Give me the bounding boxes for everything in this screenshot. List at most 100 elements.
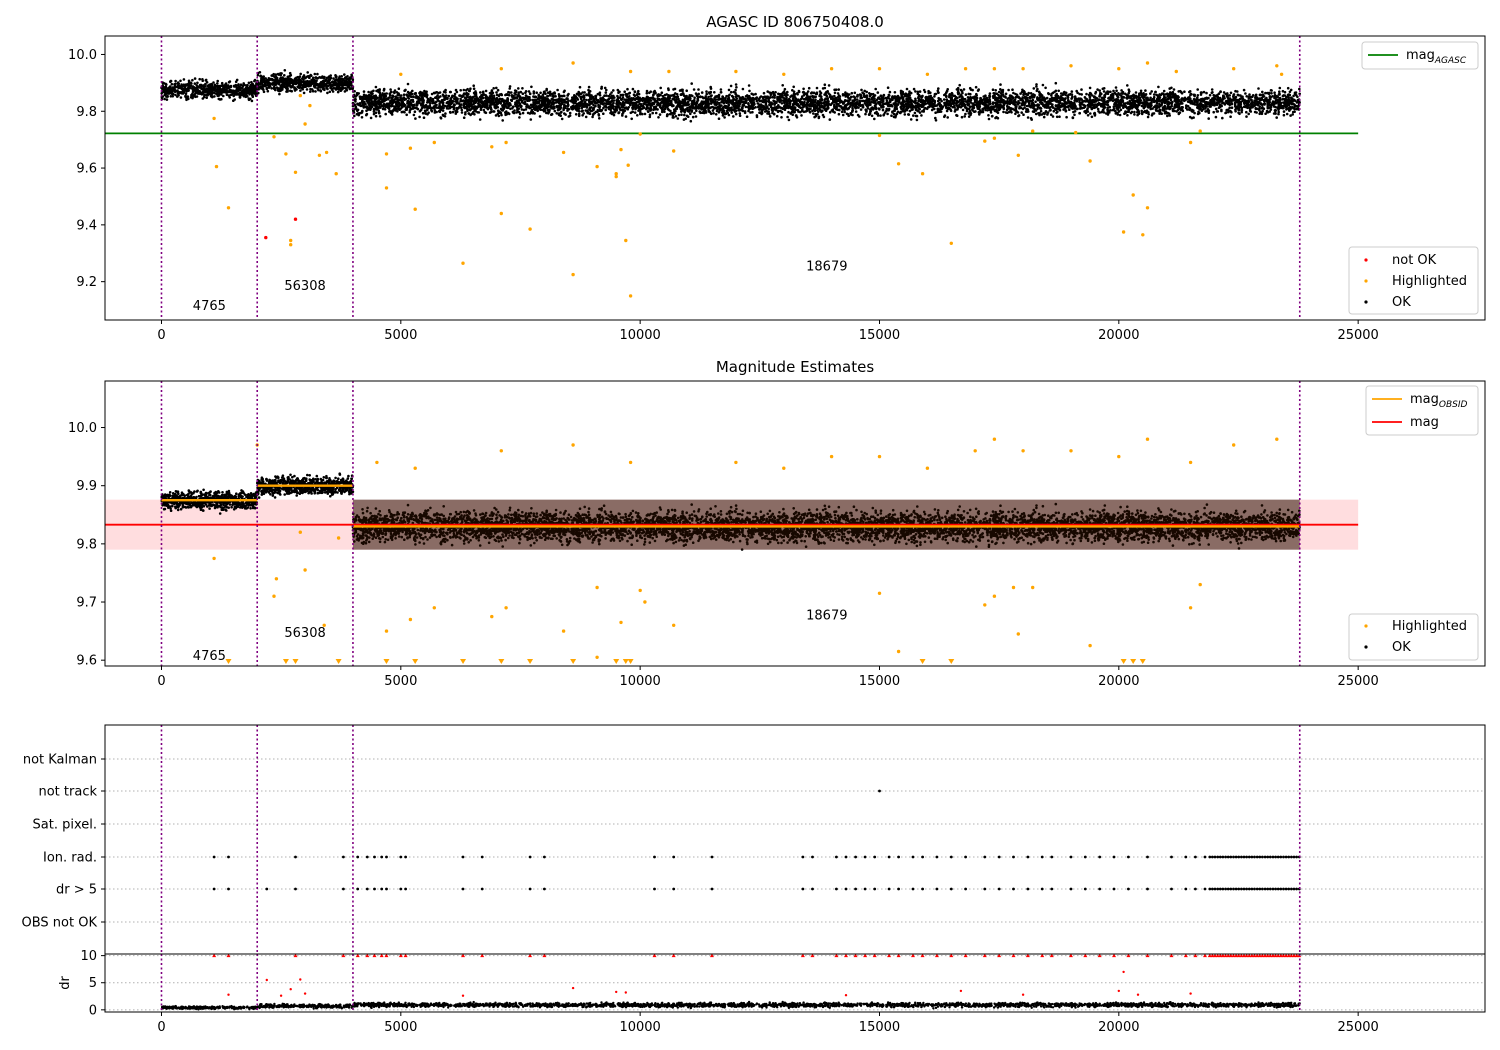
ok-point (1126, 84, 1129, 87)
ok-point (1036, 96, 1039, 99)
ok-point (1044, 111, 1047, 114)
ok-point (735, 86, 738, 89)
ok-point (205, 96, 208, 99)
ok-point (648, 91, 651, 95)
ok-point (591, 115, 594, 119)
ok-point (546, 94, 550, 98)
ok-point (182, 78, 186, 81)
ok-point (695, 101, 699, 105)
ok-point (209, 88, 213, 91)
ok-point (965, 109, 969, 113)
ok-point (580, 110, 584, 113)
x-tick-label: 15000 (859, 328, 900, 343)
ok-point (663, 93, 667, 97)
ok-point (1072, 110, 1075, 114)
ok-point (689, 112, 692, 116)
ok-point (1205, 91, 1208, 95)
ok-point (840, 110, 844, 114)
ok-point (204, 79, 208, 82)
ok-point (334, 82, 338, 86)
agasc-magnitude-panel: AGASC ID 806750408.0 9.29.49.69.810.00 50… (68, 13, 1486, 343)
ok-point (285, 87, 289, 90)
ok-point (583, 91, 586, 94)
ok-point (242, 93, 246, 97)
ok-point (365, 113, 368, 117)
ok-point (263, 83, 267, 86)
ok-point (406, 82, 410, 86)
ok-point (922, 110, 925, 113)
ok-point (563, 89, 566, 93)
ok-point (515, 99, 519, 102)
ok-point (194, 91, 198, 94)
ok-point (246, 83, 249, 87)
ok-point (755, 114, 759, 117)
ok-point (179, 79, 182, 83)
ok-point (1090, 115, 1094, 119)
ok-point (339, 89, 343, 92)
ok-point (961, 108, 965, 112)
ok-point (1221, 101, 1224, 105)
ok-point (172, 87, 176, 91)
ok-point (253, 89, 256, 92)
ok-point (738, 114, 742, 117)
ok-point (1208, 93, 1212, 97)
ok-point (1228, 94, 1231, 97)
ok-point (337, 78, 341, 81)
ok-point (250, 92, 254, 96)
ok-point (734, 83, 738, 86)
ok-point (815, 86, 819, 90)
ok-point (855, 98, 859, 101)
ok-point (283, 69, 287, 72)
ok-point (176, 89, 179, 92)
ok-point (340, 83, 343, 87)
x-tick-label: 5000 (384, 328, 417, 343)
ok-point (163, 90, 167, 93)
ok-point (741, 87, 745, 91)
ok-point (568, 111, 572, 115)
ok-point (1157, 85, 1160, 89)
ok-point (870, 114, 874, 118)
ok-point (1102, 90, 1106, 93)
ok-point (875, 110, 878, 114)
ok-point (621, 93, 625, 97)
ok-point (680, 113, 683, 116)
ok-point (462, 116, 466, 119)
ok-point (684, 117, 687, 121)
ok-point (585, 98, 588, 102)
ok-point (418, 115, 421, 119)
ok-point (1212, 93, 1215, 97)
ok-point (348, 78, 351, 81)
ok-point (192, 87, 196, 90)
ok-point (1022, 113, 1025, 116)
ok-point (333, 79, 337, 82)
ok-point (323, 83, 326, 87)
ok-point (171, 92, 175, 96)
ok-point (1055, 111, 1058, 115)
ok-point (415, 94, 418, 98)
ok-point (441, 109, 445, 112)
ok-point (915, 118, 919, 122)
ok-point (174, 79, 177, 83)
ok-point (220, 97, 223, 101)
ok-point (310, 74, 313, 78)
ok-point (276, 72, 280, 76)
ok-point (815, 91, 819, 94)
ok-point (885, 99, 889, 102)
ok-point (181, 92, 185, 95)
ok-point (342, 86, 345, 90)
ok-point (319, 82, 322, 85)
ok-point (328, 90, 332, 94)
ok-point (213, 91, 216, 95)
ok-point (958, 83, 961, 87)
ok-point (242, 88, 245, 91)
ok-point (300, 83, 303, 86)
ok-point (631, 87, 635, 91)
ok-point (1142, 110, 1146, 114)
ok-point (934, 92, 938, 96)
ok-point (1106, 103, 1110, 107)
ok-point (262, 90, 266, 94)
ok-point (280, 72, 283, 75)
ok-point (1172, 88, 1176, 91)
ok-point (1011, 107, 1014, 111)
ok-point (500, 113, 503, 117)
